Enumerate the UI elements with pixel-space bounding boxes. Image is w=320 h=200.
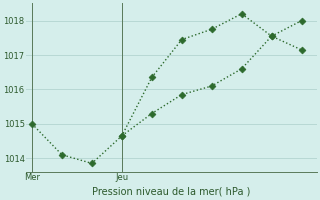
X-axis label: Pression niveau de la mer( hPa ): Pression niveau de la mer( hPa ) [92,187,251,197]
